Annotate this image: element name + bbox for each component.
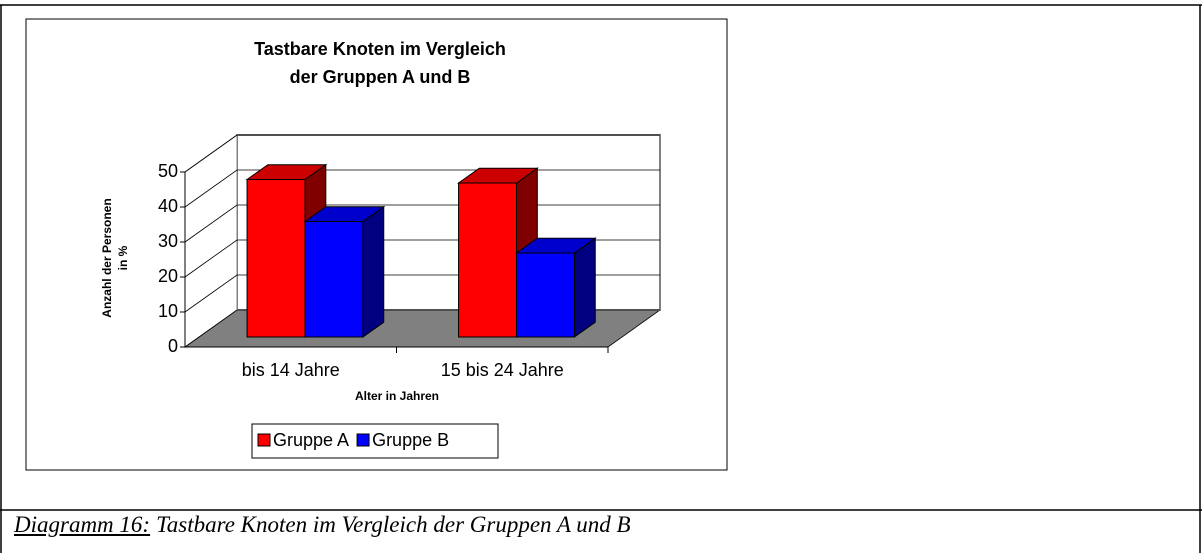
caption-text: Tastbare Knoten im Vergleich der Gruppen… [156,512,631,537]
bar-front [246,179,306,338]
bar-front [516,252,575,338]
legend-label: Gruppe A [273,430,349,450]
plot: 0 10 20 30 40 50 bis 14 Jahre 15 bis 24 Jahre [158,134,662,380]
chart-title: der Gruppen A und B [290,67,471,87]
bar-front [458,182,518,338]
legend-swatch [356,433,370,447]
y-axis-label-line: Anzahl der Personen [100,198,114,317]
chart-title: Tastbare Knoten im Vergleich [254,39,506,59]
bar [514,237,597,338]
legend-label: Gruppe B [372,430,449,450]
bar-side [362,205,385,338]
x-axis-label: Alter in Jahren [355,389,439,403]
y-axis-label: Anzahl der Personen in % [100,198,130,317]
legend-swatch [257,433,271,447]
x-tick-label: bis 14 Jahre [242,360,340,380]
bar-front [304,221,364,338]
y-tick-label: 30 [158,231,178,251]
caption: Diagramm 16: Tastbare Knoten im Vergleich… [14,512,631,538]
legend-items: Gruppe A Gruppe B [257,430,449,450]
y-axis-label-line: in % [116,245,130,270]
y-tick-label: 40 [158,196,178,216]
y-tick-label: 10 [158,301,178,321]
legend [251,423,499,459]
y-tick-label: 50 [158,161,178,181]
grid-line [184,134,660,173]
caption-label: Diagramm 16: [14,512,151,537]
y-tick-label: 0 [168,336,178,356]
bar [303,205,386,338]
bar-side [573,237,596,338]
y-tick-label: 20 [158,266,178,286]
x-tick-label: 15 bis 24 Jahre [441,360,564,380]
